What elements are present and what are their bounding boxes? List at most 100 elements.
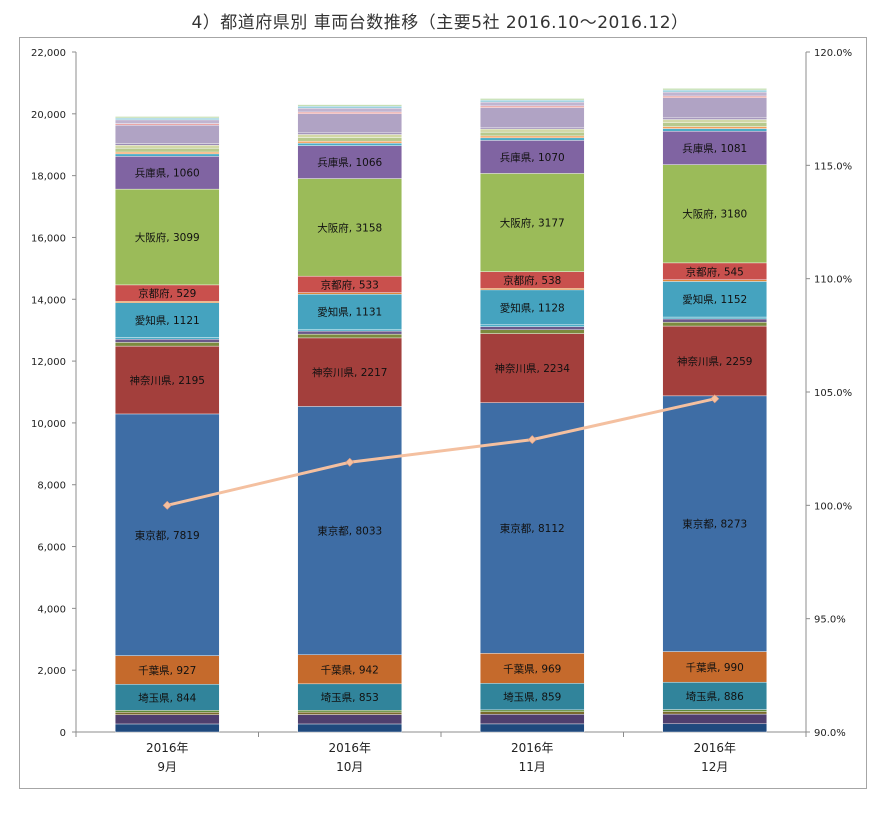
bar-segment — [115, 153, 220, 157]
growth-line-marker — [710, 394, 720, 404]
bar-segment — [480, 723, 585, 733]
bar-segment — [662, 128, 767, 132]
bar-segment — [297, 134, 402, 138]
bar-segment — [297, 145, 402, 179]
bar-segment — [297, 328, 402, 332]
y2-tick-label: 120.0% — [814, 48, 852, 59]
bar-segment — [662, 130, 767, 165]
bar-segment — [297, 711, 402, 715]
bar-segment — [480, 326, 585, 330]
category-label-month: 11月 — [519, 760, 546, 774]
bar-segment — [480, 137, 585, 141]
bar-segment — [480, 709, 585, 712]
bar-segment — [297, 654, 402, 685]
data-label: 大阪府, 3177 — [500, 217, 565, 230]
bar-segment — [480, 683, 585, 711]
bar-segment — [662, 89, 767, 93]
bar-segment — [297, 142, 402, 146]
bar-segment — [297, 714, 402, 725]
bar-segment — [662, 651, 767, 683]
bar-segment — [115, 124, 220, 144]
data-label: 兵庫県, 1070 — [500, 151, 565, 164]
data-label: 神奈川県, 2259 — [677, 355, 752, 368]
data-label: 東京都, 8112 — [500, 522, 565, 535]
y2-tick-label: 115.0% — [814, 161, 852, 172]
data-label: 兵庫県, 1060 — [135, 167, 200, 180]
growth-line — [166, 397, 716, 507]
bar-segment — [297, 333, 402, 339]
bar-segment — [662, 126, 767, 129]
bar-segment — [662, 325, 767, 397]
bar-segment — [297, 137, 402, 142]
y2-tick-label: 100.0% — [814, 501, 852, 512]
data-label: 千葉県, 927 — [138, 664, 196, 677]
growth-line-marker — [162, 500, 172, 510]
bar-segment — [115, 339, 220, 343]
y-tick-label: 8,000 — [37, 481, 66, 492]
bar-segment — [480, 128, 585, 133]
y-tick-label: 22,000 — [31, 48, 66, 59]
bar-segment — [662, 711, 767, 715]
bar-segment — [297, 292, 402, 295]
chart-frame — [19, 37, 867, 789]
category-label-year: 2016年 — [693, 741, 736, 755]
bar-segment — [115, 684, 220, 711]
y-tick-label: 10,000 — [31, 419, 66, 430]
bar-segment — [662, 97, 767, 119]
bar-segment — [115, 337, 220, 340]
bar-segment — [662, 164, 767, 264]
y2-tick-label: 110.0% — [814, 275, 852, 286]
data-label: 愛知県, 1131 — [317, 306, 382, 319]
bar-segment — [480, 98, 585, 101]
bar-segment — [115, 123, 220, 126]
data-label: 東京都, 7819 — [135, 529, 200, 542]
data-label: 埼玉県, 853 — [321, 691, 379, 704]
data-label: 京都府, 533 — [321, 278, 379, 291]
bar-segment — [297, 106, 402, 109]
data-label: 埼玉県, 859 — [503, 691, 561, 704]
category-label-month: 12月 — [701, 760, 728, 774]
bar-segment — [297, 337, 402, 407]
bar-segment — [297, 178, 402, 277]
bar-segment — [480, 99, 585, 103]
category-label-month: 10月 — [336, 760, 363, 774]
bar-segment — [297, 141, 402, 144]
chart-title: 4）都道府県別 車両台数推移（主要5社 2016.10～2016.12） — [191, 13, 689, 33]
growth-line-marker — [527, 435, 537, 445]
bar-segment — [480, 329, 585, 334]
bar-segment — [115, 723, 220, 733]
data-label: 愛知県, 1121 — [135, 314, 200, 327]
data-label: 神奈川県, 2234 — [495, 362, 571, 375]
category-label-year: 2016年 — [328, 741, 371, 755]
bar-segment — [297, 111, 402, 114]
bar-segment — [480, 107, 585, 128]
data-label: 埼玉県, 886 — [686, 690, 745, 703]
y-tick-label: 16,000 — [31, 233, 66, 244]
data-label: 東京都, 8273 — [682, 518, 747, 531]
data-label: 大阪府, 3180 — [682, 208, 747, 221]
data-label: 愛知県, 1152 — [682, 293, 747, 306]
y-tick-label: 4,000 — [37, 604, 66, 615]
bar-segment — [297, 710, 402, 713]
data-label: 千葉県, 942 — [321, 663, 379, 676]
bar-segment — [480, 127, 585, 130]
bar-segment — [297, 294, 402, 330]
y2-tick-label: 95.0% — [814, 615, 846, 626]
bar-segment — [480, 131, 585, 137]
y2-tick-label: 105.0% — [814, 388, 852, 399]
bar-segment — [662, 321, 767, 327]
bar-segment — [662, 117, 767, 120]
data-label: 愛知県, 1128 — [500, 301, 565, 314]
bar-segment — [480, 333, 585, 403]
y-tick-label: 14,000 — [31, 295, 66, 306]
category-label-month: 9月 — [157, 760, 177, 774]
y-tick-label: 0 — [60, 728, 66, 739]
bar-segment — [115, 145, 220, 149]
bar-segment — [297, 406, 402, 655]
bar-segment — [115, 148, 220, 153]
bar-segment — [297, 330, 402, 335]
bar-segment — [480, 324, 585, 327]
bar-segment — [662, 709, 767, 712]
data-label: 東京都, 8033 — [317, 525, 382, 538]
